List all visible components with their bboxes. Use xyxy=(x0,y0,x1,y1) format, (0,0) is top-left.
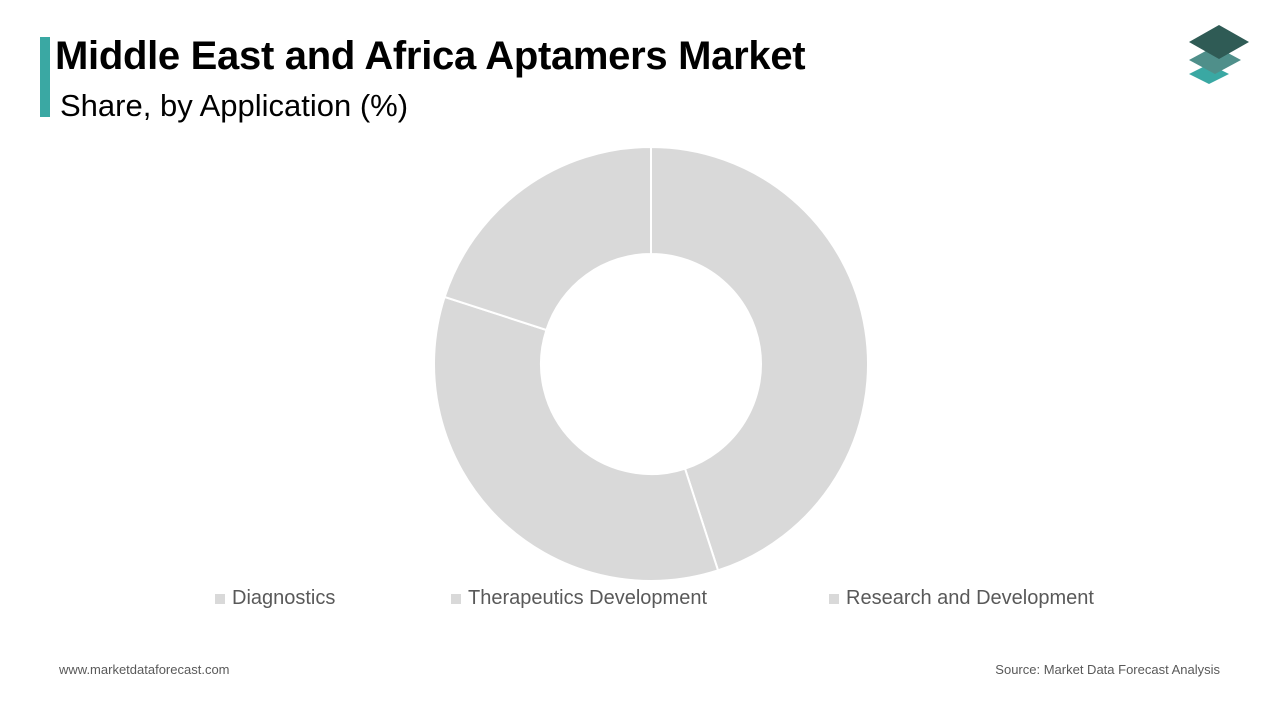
chart-legend: Diagnostics Therapeutics Development Res… xyxy=(0,587,1280,615)
chart-subtitle: Share, by Application (%) xyxy=(60,88,409,123)
donut-slices xyxy=(433,145,869,582)
stacked-layers-icon xyxy=(1189,25,1249,84)
legend-swatch xyxy=(215,593,225,604)
donut-slice-therapeutics-development xyxy=(433,295,720,582)
chart-title: Middle East and Africa Aptamers Market xyxy=(55,34,806,78)
legend-label: Research and Development xyxy=(846,587,1094,609)
legend-item-research-and-development: Research and Development xyxy=(829,587,1094,610)
footer-source: Source: Market Data Forecast Analysis xyxy=(995,662,1220,677)
donut-slice-diagnostics xyxy=(650,145,869,572)
legend-swatch xyxy=(451,593,461,604)
legend-label: Therapeutics Development xyxy=(468,587,708,609)
legend-label: Diagnostics xyxy=(232,587,336,609)
donut-slice-research-and-development xyxy=(443,145,652,332)
footer-website: www.marketdataforecast.com xyxy=(59,662,230,677)
title-accent-bar xyxy=(40,37,50,117)
legend-item-therapeutics-development: Therapeutics Development xyxy=(451,587,707,610)
legend-swatch xyxy=(829,593,839,604)
legend-item-diagnostics: Diagnostics xyxy=(215,587,335,610)
